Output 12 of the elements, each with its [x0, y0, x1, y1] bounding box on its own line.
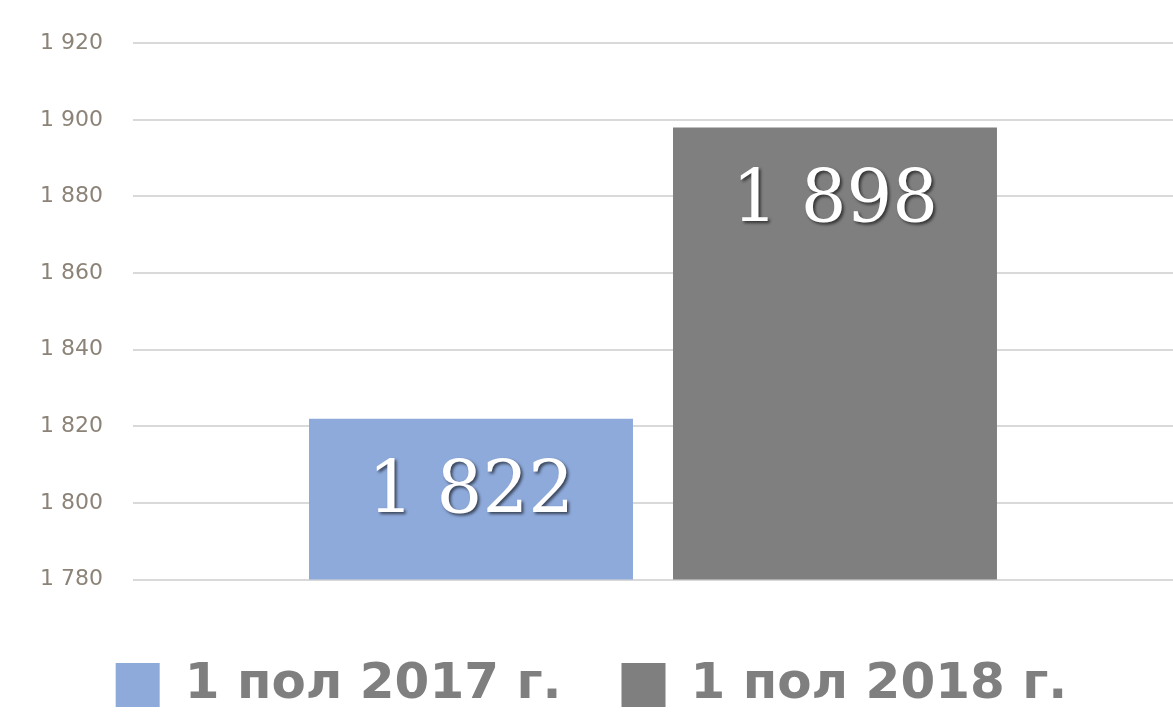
y-tick-label: 1 920: [40, 28, 103, 54]
y-tick-label: 1 880: [40, 182, 103, 208]
y-tick-label: 1 800: [40, 488, 103, 514]
y-tick-label: 1 900: [40, 105, 103, 131]
data-label: 1 822: [367, 446, 575, 531]
legend-label: 1 пол 2017 г.: [184, 651, 562, 710]
y-tick-label: 1 820: [40, 412, 103, 438]
y-tick-label: 1 840: [40, 335, 103, 361]
legend-label: 1 пол 2018 г.: [690, 651, 1068, 710]
y-tick-label: 1 860: [40, 258, 103, 284]
data-label: 1 898: [731, 155, 939, 240]
y-tick-label: 1 780: [40, 565, 103, 591]
